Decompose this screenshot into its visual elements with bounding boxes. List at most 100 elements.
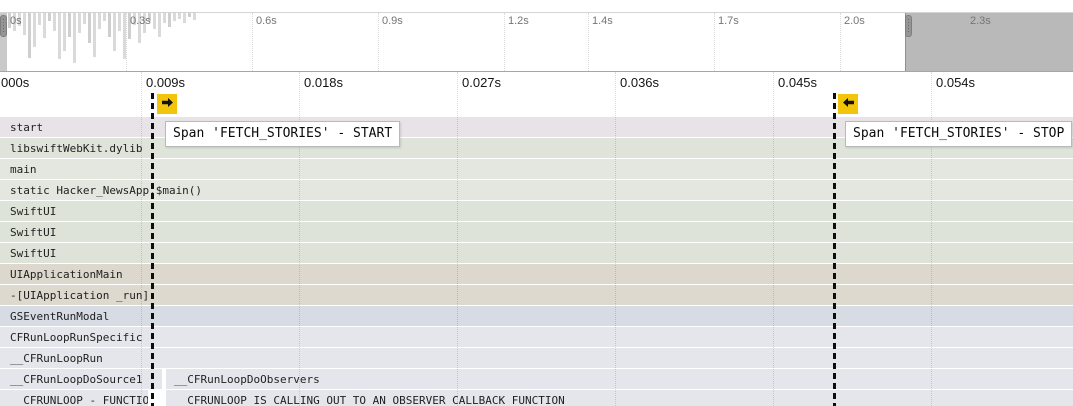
minimap-ruler-tick bbox=[252, 13, 253, 71]
stack-chart-panel: start libswiftWebKit.dylib main static Hack… bbox=[0, 72, 1073, 406]
minimap-ruler-tick bbox=[126, 13, 127, 71]
timeline-minimap[interactable]: 0s 0.3s 0.6s 0.9s 1.2s 1.4s 1.7s 2.0s 2.3s bbox=[0, 12, 1073, 72]
activity-graph-bar bbox=[168, 13, 171, 27]
chart-gridline bbox=[931, 72, 932, 406]
marker-line-fetch-stories-start bbox=[151, 93, 154, 406]
grip-dots-icon bbox=[908, 19, 909, 33]
stack-frame[interactable]: CFRunLoopRunSpecific bbox=[0, 327, 1073, 347]
frame-label: SwiftUI bbox=[10, 246, 57, 260]
frame-label: __CFRunLoopDoSource1 bbox=[10, 372, 143, 386]
stack-frame[interactable]: SwiftUI bbox=[0, 201, 1073, 221]
activity-graph-bar bbox=[188, 13, 191, 17]
stack-frame[interactable]: __CFRUNLOOP_IS_CALLING_OUT_TO_AN_OBSERVE… bbox=[166, 390, 1073, 406]
minimap-ruler-tick bbox=[504, 13, 505, 71]
frame-label: UIApplicationMain bbox=[10, 267, 123, 281]
activity-graph-bar bbox=[78, 13, 81, 33]
marker-tooltip-fetch-stories-stop: Span 'FETCH_STORIES' - STOP bbox=[845, 121, 1073, 147]
stack-row: SwiftUI bbox=[0, 243, 1073, 263]
stack-frame[interactable]: main bbox=[0, 159, 1073, 179]
stack-row: CFRunLoopRunSpecific bbox=[0, 327, 1073, 347]
activity-graph-bar bbox=[93, 13, 96, 57]
frame-label: __CFRunLoopRun bbox=[10, 351, 103, 365]
unselected-range-left[interactable] bbox=[0, 13, 7, 71]
marker-badge-fetch-stories-stop[interactable] bbox=[838, 94, 858, 114]
selection-handle-right[interactable] bbox=[905, 15, 912, 37]
activity-graph-bar bbox=[98, 13, 101, 29]
activity-graph-bar bbox=[113, 13, 116, 51]
frame-label: SwiftUI bbox=[10, 225, 57, 239]
activity-graph-bar bbox=[13, 13, 16, 31]
stack-row: main bbox=[0, 159, 1073, 179]
stack-row: SwiftUI bbox=[0, 222, 1073, 242]
activity-graph-bar bbox=[158, 13, 161, 37]
stack-row: __CFRUNLOOP_-_FUNCTION__ __CFRUNLOOP_IS_C… bbox=[0, 390, 1073, 406]
frame-label: -[UIApplication _run] bbox=[10, 288, 150, 302]
activity-graph-bar bbox=[153, 13, 156, 29]
activity-graph-bar bbox=[43, 13, 46, 38]
stack-frame[interactable]: __CFRUNLOOP_-_FUNCTION__ bbox=[0, 390, 148, 406]
activity-graph-bar bbox=[33, 13, 36, 47]
activity-graph-bar bbox=[58, 13, 61, 59]
activity-graph-bar bbox=[143, 13, 146, 33]
activity-graph-bar bbox=[173, 13, 176, 21]
frame-label: CFRunLoopRunSpecific bbox=[10, 330, 143, 344]
activity-graph-bar bbox=[48, 13, 51, 21]
activity-graph-bar bbox=[148, 13, 151, 21]
stack-frame[interactable]: static Hacker_NewsApp.$main() bbox=[0, 180, 1073, 200]
activity-graph-bar bbox=[23, 13, 26, 35]
stack-frame[interactable]: __CFRunLoopDoSource1 bbox=[0, 369, 162, 389]
activity-graph-bar bbox=[68, 13, 71, 37]
frame-label: GSEventRunModal bbox=[10, 309, 110, 323]
detail-ruler-label: 0.045s bbox=[778, 75, 818, 90]
stack-frame[interactable]: SwiftUI bbox=[0, 222, 1073, 242]
minimap-ruler-label: 1.7s bbox=[718, 15, 739, 27]
grip-dots-icon bbox=[3, 19, 4, 33]
activity-graph-bar bbox=[73, 13, 76, 63]
activity-graph-bar bbox=[133, 13, 136, 25]
stack-frame[interactable]: GSEventRunModal bbox=[0, 306, 1073, 326]
chart-gridline bbox=[615, 72, 616, 406]
stack-frame[interactable]: __CFRunLoopDoObservers bbox=[166, 369, 1073, 389]
frame-label: __CFRunLoopDoObservers bbox=[174, 372, 320, 386]
marker-tooltip-fetch-stories-start: Span 'FETCH_STORIES' - START bbox=[165, 121, 401, 147]
minimap-ruler-tick bbox=[378, 13, 379, 71]
selection-handle-left[interactable] bbox=[0, 15, 7, 37]
stack-row: __CFRunLoopDoSource1 __CFRunLoopDoObserve… bbox=[0, 369, 1073, 389]
unselected-range-right[interactable] bbox=[905, 13, 1073, 71]
activity-graph-bar bbox=[163, 13, 166, 23]
stack-frame[interactable]: UIApplicationMain bbox=[0, 264, 1073, 284]
activity-graph-bar bbox=[193, 13, 196, 20]
stack-row: __CFRunLoopRun bbox=[0, 348, 1073, 368]
minimap-ruler-label: 0.3s bbox=[130, 15, 151, 27]
activity-graph-bar bbox=[123, 13, 126, 59]
activity-graph-bar bbox=[83, 13, 86, 24]
activity-graph-bar bbox=[88, 13, 91, 43]
stack-frame[interactable]: SwiftUI bbox=[0, 243, 1073, 263]
activity-graph-bar bbox=[63, 13, 66, 51]
detail-ruler-label: 0.036s bbox=[620, 75, 660, 90]
activity-graph-bar bbox=[103, 13, 106, 21]
minimap-ruler-tick bbox=[840, 13, 841, 71]
frame-label: static Hacker_NewsApp.$main() bbox=[10, 183, 203, 197]
stack-frame[interactable]: -[UIApplication _run] bbox=[0, 285, 1073, 305]
minimap-ruler-label: 2.0s bbox=[844, 15, 865, 27]
activity-graph-bar bbox=[128, 13, 131, 39]
frame-label: __CFRUNLOOP_IS_CALLING_OUT_TO_AN_OBSERVE… bbox=[174, 393, 578, 406]
stack-frame[interactable]: __CFRunLoopRun bbox=[0, 348, 1073, 368]
stack-row: static Hacker_NewsApp.$main() bbox=[0, 180, 1073, 200]
arrow-left-icon bbox=[842, 95, 855, 113]
stack-row: UIApplicationMain bbox=[0, 264, 1073, 284]
activity-graph-bar bbox=[108, 13, 111, 37]
marker-line-fetch-stories-stop bbox=[833, 93, 836, 406]
activity-graph-bar bbox=[178, 13, 181, 19]
minimap-ruler-label: 1.4s bbox=[592, 15, 613, 27]
detail-ruler-label: 0.009s bbox=[146, 75, 186, 90]
minimap-ruler-label: 0.9s bbox=[382, 15, 403, 27]
detail-ruler-label: 0.027s bbox=[462, 75, 502, 90]
activity-graph-bar bbox=[183, 13, 186, 23]
marker-badge-fetch-stories-start[interactable] bbox=[157, 94, 177, 114]
chart-gridline bbox=[773, 72, 774, 406]
minimap-ruler-tick bbox=[714, 13, 715, 71]
activity-graph-bar bbox=[53, 13, 56, 31]
